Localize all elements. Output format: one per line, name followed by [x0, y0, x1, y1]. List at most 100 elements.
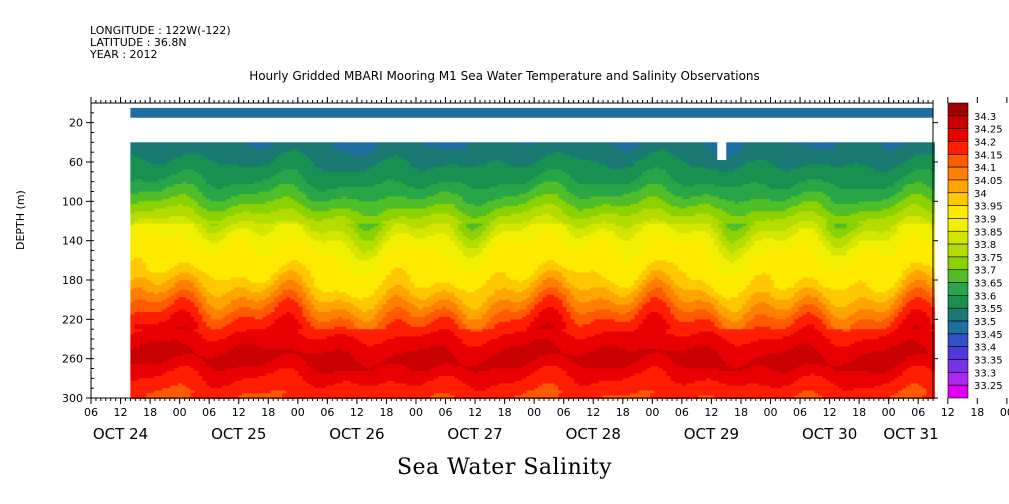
heatmap-cell — [138, 147, 143, 151]
heatmap-cell — [246, 356, 251, 360]
heatmap-cell — [142, 196, 147, 200]
heatmap-cell — [182, 203, 187, 208]
heatmap-cell — [150, 366, 155, 370]
heatmap-cell — [258, 223, 263, 227]
heatmap-cell — [146, 233, 151, 237]
heatmap-cell — [158, 152, 163, 156]
heatmap-cell — [206, 329, 211, 333]
heatmap-cell — [250, 152, 255, 156]
heatmap-cell — [170, 262, 175, 267]
heatmap-cell — [198, 184, 203, 188]
heatmap-cell — [190, 351, 195, 355]
heatmap-cell — [174, 280, 179, 284]
heatmap-cell — [234, 309, 239, 313]
heatmap-cell — [218, 154, 223, 159]
heatmap-cell — [142, 319, 147, 323]
heatmap-cell — [286, 292, 291, 296]
heatmap-cell — [142, 159, 147, 163]
heatmap-cell — [218, 201, 223, 205]
heatmap-cell — [294, 343, 299, 348]
heatmap-cell — [142, 272, 147, 277]
heatmap-cell — [218, 144, 223, 149]
heatmap-cell — [130, 149, 135, 154]
heatmap-cell — [138, 213, 143, 218]
heatmap-cell — [170, 257, 175, 262]
heatmap-cell — [150, 299, 155, 304]
heatmap-cell — [150, 181, 155, 186]
heatmap-cell — [226, 238, 231, 242]
heatmap-cell — [182, 385, 187, 390]
heatmap-cell — [302, 228, 307, 232]
heatmap-cell — [186, 257, 191, 262]
heatmap-cell — [218, 162, 223, 166]
heatmap-cell — [242, 343, 247, 348]
heatmap-cell — [214, 267, 219, 272]
heatmap-cell — [182, 198, 187, 203]
heatmap-cell — [182, 225, 187, 230]
heatmap-cell — [270, 208, 275, 213]
heatmap-cell — [298, 312, 303, 316]
heatmap-cell — [166, 321, 171, 326]
heatmap-cell — [198, 245, 203, 250]
heatmap-cell — [178, 157, 183, 161]
heatmap-cell — [190, 356, 195, 360]
heatmap-cell — [186, 245, 191, 250]
heatmap-cell — [190, 321, 195, 326]
heatmap-cell — [278, 331, 283, 336]
heatmap-cell — [210, 152, 215, 156]
heatmap-cell — [302, 294, 307, 299]
heatmap-cell — [130, 223, 135, 227]
heatmap-cell — [202, 149, 207, 154]
heatmap-cell — [138, 203, 143, 208]
heatmap-cell — [270, 171, 275, 176]
heatmap-cell — [146, 353, 151, 358]
heatmap-cell — [270, 395, 275, 399]
heatmap-cell — [170, 321, 175, 326]
heatmap-cell — [142, 314, 147, 318]
heatmap-cell — [282, 253, 287, 257]
heatmap-cell — [178, 368, 183, 372]
heatmap-cell — [262, 289, 267, 294]
heatmap-cell — [178, 373, 183, 377]
heatmap-cell — [166, 371, 171, 375]
heatmap-cell — [218, 179, 223, 183]
heatmap-cell — [174, 289, 179, 294]
heatmap-cell — [298, 341, 303, 345]
heatmap-cell — [294, 314, 299, 318]
heatmap-cell — [230, 245, 235, 250]
heatmap-cell — [170, 169, 175, 173]
heatmap-cell — [214, 275, 219, 279]
heatmap-cell — [138, 253, 143, 257]
heatmap-cell — [174, 319, 179, 323]
heatmap-cell — [182, 319, 187, 323]
heatmap-cell — [294, 307, 299, 311]
heatmap-cell — [130, 144, 135, 149]
heatmap-cell — [134, 211, 139, 215]
heatmap-cell — [310, 166, 315, 171]
heatmap-cell — [154, 331, 159, 336]
heatmap-cell — [238, 275, 243, 279]
heatmap-cell — [154, 383, 159, 387]
heatmap-cell — [250, 248, 255, 252]
heatmap-cell — [182, 383, 187, 387]
heatmap-cell — [310, 149, 315, 154]
heatmap-cell — [250, 179, 255, 183]
heatmap-cell — [154, 176, 159, 181]
heatmap-cell — [134, 154, 139, 159]
heatmap-cell — [302, 334, 307, 338]
heatmap-cell — [154, 223, 159, 227]
heatmap-cell — [150, 289, 155, 294]
heatmap-cell — [258, 218, 263, 222]
heatmap-cell — [258, 171, 263, 176]
heatmap-cell — [162, 289, 167, 294]
heatmap-cell — [274, 196, 279, 200]
heatmap-cell — [182, 395, 187, 399]
heatmap-cell — [238, 179, 243, 183]
heatmap-cell — [266, 142, 271, 146]
heatmap-cell — [226, 321, 231, 326]
heatmap-cell — [246, 289, 251, 294]
heatmap-cell — [238, 272, 243, 277]
heatmap-cell — [262, 383, 267, 387]
heatmap-cell — [230, 267, 235, 272]
heatmap-cell — [154, 390, 159, 395]
